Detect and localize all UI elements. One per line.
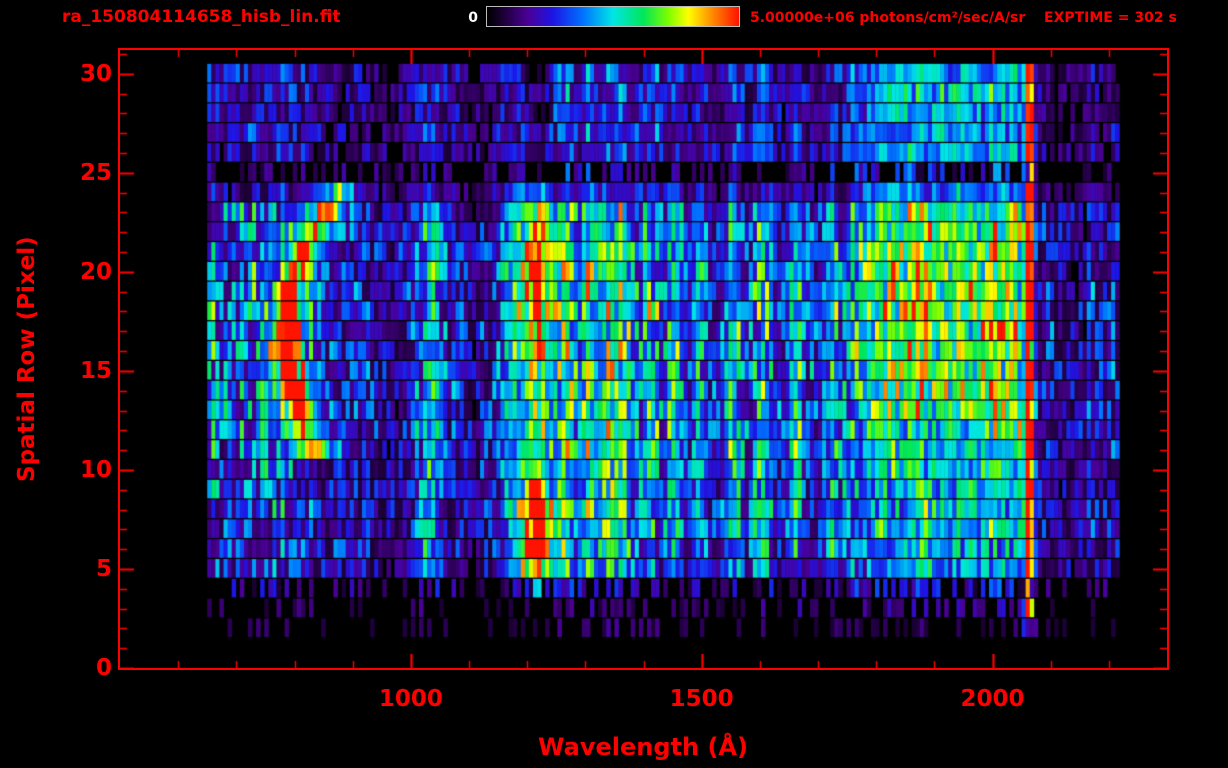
x-tick-label: 1500 xyxy=(669,686,734,712)
plot-area xyxy=(118,48,1169,670)
x-tick-label: 2000 xyxy=(960,686,1025,712)
y-tick-label: 10 xyxy=(79,456,112,483)
x-axis-title: Wavelength (Å) xyxy=(538,733,748,761)
y-tick-label: 25 xyxy=(79,159,112,186)
y-tick-label: 20 xyxy=(79,258,112,285)
exptime-label: EXPTIME = 302 s xyxy=(1044,10,1177,26)
y-tick-label: 0 xyxy=(95,655,112,681)
heatmap-canvas xyxy=(120,50,1167,668)
colorbar xyxy=(486,6,740,27)
colorbar-gradient xyxy=(487,7,739,26)
y-tick-label: 15 xyxy=(79,357,112,384)
colorbar-max-label: 5.00000e+06 photons/cm²/sec/A/sr xyxy=(750,10,1026,26)
y-tick-label: 5 xyxy=(95,555,112,582)
colorbar-min-label: 0 xyxy=(468,10,478,26)
x-tick-label: 1000 xyxy=(378,686,443,712)
y-tick-label: 30 xyxy=(79,60,112,87)
plot-title: ra_150804114658_hisb_lin.fit xyxy=(62,7,341,27)
